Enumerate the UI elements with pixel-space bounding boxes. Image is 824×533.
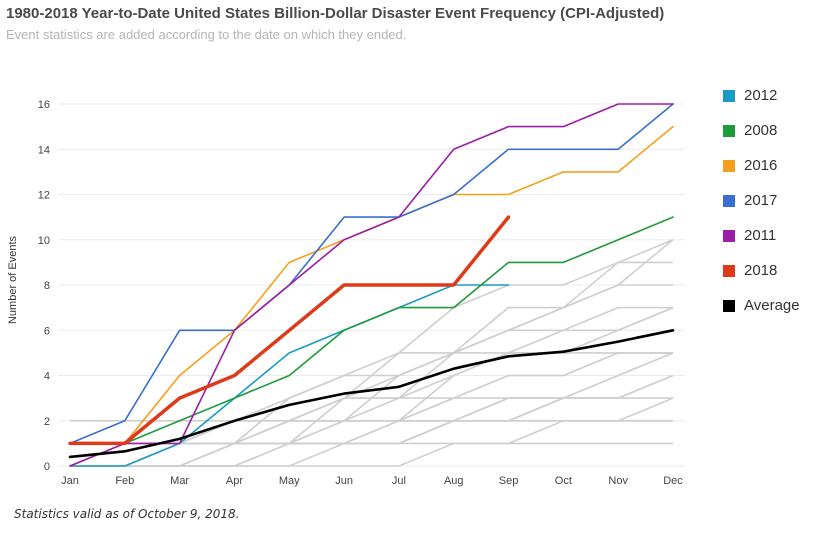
legend: 2012 2008 2016 2017 2011 2018 Average — [723, 78, 800, 323]
legend-swatch — [723, 89, 735, 102]
legend-label: 2017 — [744, 192, 778, 209]
y-tick-label: 12 — [38, 190, 50, 202]
legend-swatch — [723, 229, 735, 242]
legend-item-2011[interactable]: 2011 — [723, 218, 800, 253]
legend-item-2017[interactable]: 2017 — [723, 183, 800, 218]
x-tick-label: May — [279, 475, 300, 487]
x-tick-label: Jan — [61, 475, 79, 487]
x-axis-ticks: Jan Feb Mar Apr May Jun Jul Aug Sep Oct Nov Dec — [61, 475, 683, 487]
x-tick-label: Jul — [392, 475, 406, 487]
y-axis-label: Number of Events — [7, 235, 19, 324]
legend-item-2016[interactable]: 2016 — [723, 148, 800, 183]
legend-item-2012[interactable]: 2012 — [723, 78, 800, 113]
y-tick-label: 10 — [38, 235, 50, 247]
historical-year-line — [70, 352, 673, 467]
legend-swatch — [723, 264, 735, 277]
historical-year-line — [70, 261, 673, 467]
x-tick-label: Jun — [335, 475, 353, 487]
series-line-2008 — [69, 216, 674, 445]
y-axis-ticks: 0 2 4 6 8 10 12 14 16 — [38, 99, 50, 473]
y-tick-label: 6 — [44, 325, 50, 337]
chart-subtitle: Event statistics are added according to … — [6, 27, 407, 42]
legend-item-2018[interactable]: 2018 — [723, 253, 800, 288]
series-line-2017 — [69, 103, 674, 445]
x-tick-label: Dec — [663, 475, 683, 487]
y-tick-label: 4 — [44, 371, 50, 383]
y-tick-label: 2 — [44, 416, 50, 428]
y-tick-label: 8 — [44, 280, 50, 292]
y-tick-label: 16 — [38, 99, 50, 111]
legend-label: Average — [744, 297, 800, 314]
legend-item-average[interactable]: Average — [723, 288, 800, 323]
legend-label: 2018 — [744, 262, 778, 279]
y-tick-label: 14 — [38, 144, 50, 156]
legend-swatch — [723, 194, 735, 207]
historical-year-lines — [69, 239, 674, 467]
x-tick-label: Aug — [444, 475, 464, 487]
x-tick-label: Sep — [499, 475, 519, 487]
x-tick-label: Mar — [170, 475, 189, 487]
series-line-2012 — [69, 284, 510, 467]
x-tick-label: Apr — [226, 475, 243, 487]
series-line-2018 — [68, 215, 511, 446]
legend-swatch — [723, 124, 735, 137]
x-tick-label: Nov — [608, 475, 628, 487]
series-line-2011 — [69, 103, 674, 467]
x-tick-label: Feb — [115, 475, 134, 487]
chart-title: 1980-2018 Year-to-Date United States Bil… — [6, 5, 665, 22]
legend-swatch — [723, 299, 735, 312]
legend-label: 2012 — [744, 87, 778, 104]
y-tick-label: 0 — [44, 461, 50, 473]
legend-label: 2008 — [744, 122, 778, 139]
legend-item-2008[interactable]: 2008 — [723, 113, 800, 148]
legend-label: 2016 — [744, 157, 778, 174]
legend-label: 2011 — [744, 227, 777, 244]
footnote: Statistics valid as of October 9, 2018. — [14, 507, 240, 521]
legend-swatch — [723, 159, 735, 172]
highlighted-year-lines — [68, 103, 675, 467]
x-tick-label: Oct — [555, 475, 572, 487]
series-line-average — [68, 329, 675, 459]
